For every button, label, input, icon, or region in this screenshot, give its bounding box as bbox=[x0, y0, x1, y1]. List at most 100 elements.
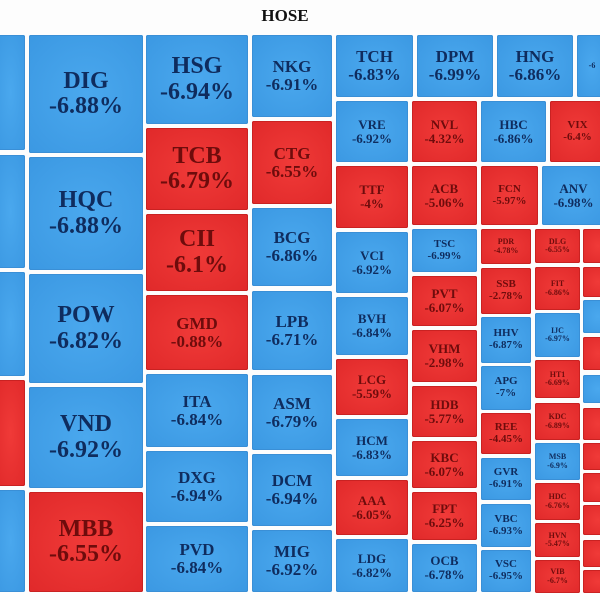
stock-tile-dig[interactable]: DIG -6.88% bbox=[29, 35, 143, 153]
stock-tile-vbc[interactable]: VBC -6.93% bbox=[481, 504, 531, 547]
stock-tile-fcn[interactable]: FCN -5.97% bbox=[481, 166, 538, 225]
stock-tile-pvt[interactable]: PVT -6.07% bbox=[412, 276, 477, 326]
stock-tile[interactable] bbox=[0, 490, 25, 592]
stock-tile-hhv[interactable]: HHV -6.87% bbox=[481, 317, 531, 363]
stock-tile-ldg[interactable]: LDG -6.82% bbox=[336, 539, 408, 592]
stock-tile[interactable] bbox=[583, 300, 600, 333]
stock-tile-aaa[interactable]: AAA -6.05% bbox=[336, 480, 408, 535]
stock-tile-acb[interactable]: ACB -5.06% bbox=[412, 166, 477, 225]
stock-tile-hqc[interactable]: HQC -6.88% bbox=[29, 157, 143, 270]
stock-tile-gmd[interactable]: GMD -0.88% bbox=[146, 295, 248, 370]
stock-tile-kbc[interactable]: KBC -6.07% bbox=[412, 441, 477, 488]
change-percent: -6.88% bbox=[49, 93, 123, 119]
stock-tile-anv[interactable]: ANV -6.98% bbox=[542, 166, 600, 225]
change-percent: -6.87% bbox=[489, 339, 523, 351]
stock-tile[interactable] bbox=[583, 267, 600, 297]
stock-tile-pow[interactable]: POW -6.82% bbox=[29, 274, 143, 383]
stock-tile[interactable] bbox=[583, 473, 600, 502]
stock-tile-mbb[interactable]: MBB -6.55% bbox=[29, 492, 143, 592]
ticker-label: CII bbox=[178, 226, 215, 253]
stock-tile-ree[interactable]: REE -4.45% bbox=[481, 413, 531, 454]
stock-tile-ocb[interactable]: OCB -6.78% bbox=[412, 544, 477, 592]
stock-tile-hcm[interactable]: HCM -6.83% bbox=[336, 419, 408, 476]
stock-tile-bvh[interactable]: BVH -6.84% bbox=[336, 297, 408, 355]
change-percent: -6.83% bbox=[348, 65, 401, 84]
stock-tile-msb[interactable]: MSB -6.9% bbox=[535, 443, 580, 480]
stock-tile[interactable] bbox=[0, 380, 25, 486]
stock-tile-tsc[interactable]: TSC -6.99% bbox=[412, 229, 477, 272]
change-percent: -6.94% bbox=[265, 489, 319, 508]
ticker-label: GVR bbox=[493, 466, 519, 479]
stock-tile[interactable]: -6 bbox=[577, 35, 600, 97]
change-percent: -6.1% bbox=[166, 251, 228, 278]
stock-tile[interactable] bbox=[583, 375, 600, 403]
stock-tile-pdr[interactable]: PDR -4.78% bbox=[481, 229, 531, 264]
change-percent: -6.99% bbox=[428, 65, 482, 84]
stock-tile-bcg[interactable]: BCG -6.86% bbox=[252, 208, 332, 286]
change-percent: -6.83% bbox=[351, 446, 393, 462]
stock-tile-vnd[interactable]: VND -6.92% bbox=[29, 387, 143, 488]
stock-tile-pvd[interactable]: PVD -6.84% bbox=[146, 526, 248, 592]
stock-tile-fit[interactable]: FIT -6.86% bbox=[535, 267, 580, 310]
stock-tile-kdc[interactable]: KDC -6.89% bbox=[535, 403, 580, 440]
stock-tile-apg[interactable]: APG -7% bbox=[481, 366, 531, 410]
ticker-label: PVD bbox=[179, 540, 215, 560]
stock-tile-ctg[interactable]: CTG -6.55% bbox=[252, 121, 332, 204]
ticker-label: ASM bbox=[273, 393, 311, 413]
stock-tile[interactable] bbox=[583, 408, 600, 440]
stock-tile-hdb[interactable]: HDB -5.77% bbox=[412, 386, 477, 437]
stock-tile[interactable] bbox=[0, 155, 25, 268]
stock-tile-vib[interactable]: VIB -6.7% bbox=[535, 560, 580, 593]
stock-tile[interactable] bbox=[0, 35, 25, 150]
stock-tile-dlg[interactable]: DLG -6.55% bbox=[535, 229, 580, 263]
ticker-label: HSG bbox=[171, 53, 223, 80]
stock-tile-hng[interactable]: HNG -6.86% bbox=[497, 35, 573, 97]
stock-tile-ijc[interactable]: IJC -6.97% bbox=[535, 313, 580, 357]
stock-tile[interactable] bbox=[583, 505, 600, 535]
stock-tile-ssb[interactable]: SSB -2.78% bbox=[481, 268, 531, 314]
stock-tile-vix[interactable]: VIX -6.4% bbox=[550, 101, 600, 162]
change-percent: -6.79% bbox=[160, 168, 234, 194]
stock-tile[interactable] bbox=[583, 229, 600, 263]
change-percent: -6.82% bbox=[351, 564, 393, 580]
ticker-label: HCM bbox=[356, 432, 388, 448]
stock-tile-ttf[interactable]: TTF -4% bbox=[336, 166, 408, 228]
stock-tile-cii[interactable]: CII -6.1% bbox=[146, 214, 248, 291]
stock-tile-mig[interactable]: MIG -6.92% bbox=[252, 530, 332, 592]
stock-tile-lpb[interactable]: LPB -6.71% bbox=[252, 291, 332, 370]
stock-tile-gvr[interactable]: GVR -6.91% bbox=[481, 458, 531, 500]
stock-tile-vci[interactable]: VCI -6.92% bbox=[336, 232, 408, 293]
stock-tile-vre[interactable]: VRE -6.92% bbox=[336, 101, 408, 162]
change-percent: -6.25% bbox=[424, 515, 465, 530]
stock-tile-ita[interactable]: ITA -6.84% bbox=[146, 374, 248, 447]
stock-tile-tch[interactable]: TCH -6.83% bbox=[336, 35, 413, 97]
stock-tile[interactable] bbox=[583, 540, 600, 567]
stock-tile-tcb[interactable]: TCB -6.79% bbox=[146, 128, 248, 210]
change-percent: -6.76% bbox=[545, 500, 570, 510]
stock-tile-dpm[interactable]: DPM -6.99% bbox=[417, 35, 493, 97]
stock-tile[interactable] bbox=[583, 570, 600, 593]
change-percent: -6.82% bbox=[49, 327, 123, 354]
stock-tile-vhm[interactable]: VHM -2.98% bbox=[412, 330, 477, 382]
change-percent: -2.78% bbox=[489, 290, 523, 302]
ticker-label: OCB bbox=[430, 553, 459, 569]
stock-tile-nkg[interactable]: NKG -6.91% bbox=[252, 35, 332, 117]
stock-tile-nvl[interactable]: NVL -4.32% bbox=[412, 101, 477, 162]
stock-tile-ht1[interactable]: HT1 -6.69% bbox=[535, 360, 580, 398]
stock-tile[interactable] bbox=[0, 272, 25, 376]
stock-tile-vsc[interactable]: VSC -6.95% bbox=[481, 550, 531, 592]
ticker-label: LDG bbox=[357, 550, 387, 566]
stock-tile-dxg[interactable]: DXG -6.94% bbox=[146, 451, 248, 522]
stock-tile-asm[interactable]: ASM -6.79% bbox=[252, 375, 332, 450]
stock-tile-fpt[interactable]: FPT -6.25% bbox=[412, 492, 477, 540]
stock-tile-hdc[interactable]: HDC -6.76% bbox=[535, 483, 580, 520]
stock-tile[interactable] bbox=[583, 337, 600, 370]
ticker-label: PDR bbox=[497, 237, 515, 247]
stock-tile-dcm[interactable]: DCM -6.94% bbox=[252, 454, 332, 526]
ticker-label: IJC bbox=[551, 325, 564, 335]
stock-tile[interactable] bbox=[583, 443, 600, 470]
stock-tile-lcg[interactable]: LCG -5.59% bbox=[336, 359, 408, 415]
stock-tile-hsg[interactable]: HSG -6.94% bbox=[146, 35, 248, 124]
stock-tile-hbc[interactable]: HBC -6.86% bbox=[481, 101, 546, 162]
stock-tile-hvn[interactable]: HVN -5.47% bbox=[535, 523, 580, 557]
